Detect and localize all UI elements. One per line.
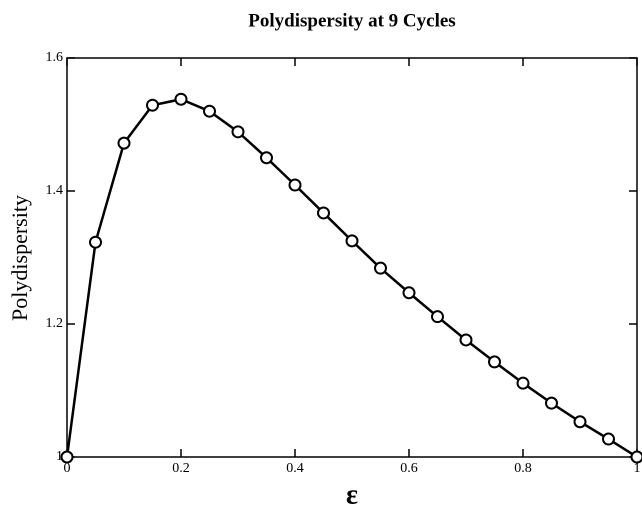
x-tick-label: 0 xyxy=(64,461,71,476)
data-point xyxy=(146,98,159,112)
data-point xyxy=(402,286,416,300)
x-tick-label: 0.8 xyxy=(514,461,532,476)
data-point xyxy=(602,432,615,446)
y-tick-label: 1.2 xyxy=(46,316,64,331)
data-point xyxy=(174,92,188,106)
y-tick-label: 1.6 xyxy=(46,50,64,65)
x-tick-label: 0.2 xyxy=(172,461,190,476)
chart-title: Polydispersity at 9 Cycles xyxy=(248,10,455,31)
data-point xyxy=(573,415,587,429)
data-point xyxy=(345,234,359,248)
x-tick-label: 1 xyxy=(634,461,641,476)
data-point xyxy=(89,235,102,249)
data-point xyxy=(374,261,387,275)
data-point xyxy=(488,355,501,369)
y-tick-label: 1.4 xyxy=(46,183,64,198)
data-point xyxy=(459,333,473,347)
x-tick-label: 0.6 xyxy=(400,461,418,476)
data-point xyxy=(60,450,74,464)
data-point xyxy=(260,151,273,165)
data-point xyxy=(516,376,530,390)
data-point xyxy=(117,136,131,150)
plot-frame xyxy=(66,57,638,458)
data-point xyxy=(203,104,216,118)
x-axis-label: ε xyxy=(346,479,358,510)
data-point xyxy=(545,396,558,410)
data-point xyxy=(231,125,245,139)
data-point xyxy=(431,310,444,324)
data-point xyxy=(317,206,330,220)
data-point xyxy=(630,450,642,464)
y-axis-label: Polydispersity xyxy=(7,195,32,321)
data-point xyxy=(288,178,302,192)
y-tick-label: 1 xyxy=(56,449,63,464)
x-tick-label: 0.4 xyxy=(286,461,304,476)
